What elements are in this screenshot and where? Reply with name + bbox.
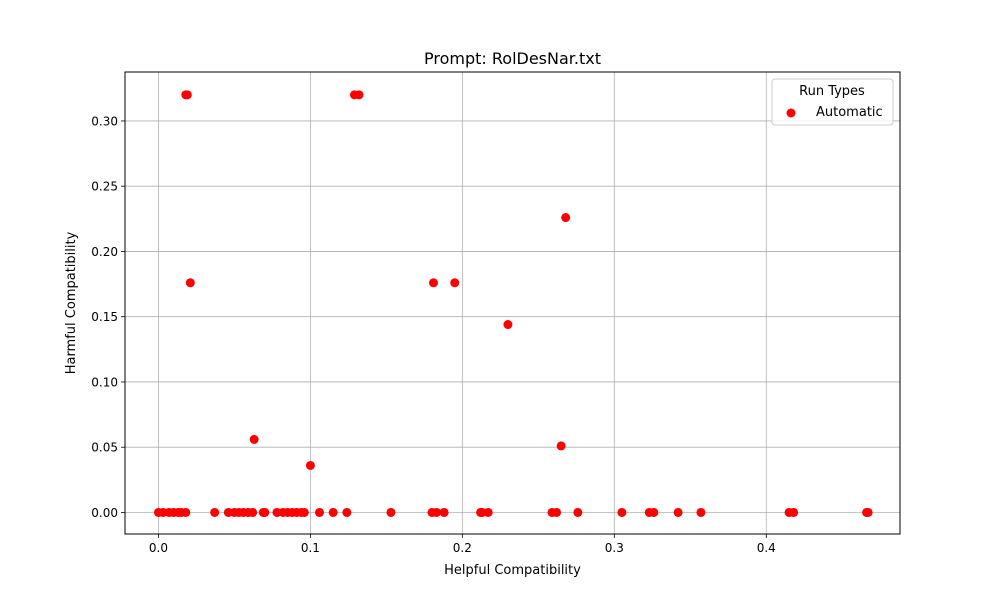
- data-point: [432, 507, 442, 517]
- y-tick-label: 0.25: [91, 180, 118, 194]
- data-point: [342, 507, 352, 517]
- data-point: [249, 434, 259, 444]
- data-point: [561, 213, 571, 223]
- y-tick-label: 0.05: [91, 441, 118, 455]
- data-point: [305, 460, 315, 470]
- data-point: [315, 507, 325, 517]
- legend: Run Types Automatic: [771, 78, 894, 126]
- y-tick-label: 0.00: [91, 506, 118, 520]
- data-point: [299, 507, 309, 517]
- data-point: [789, 507, 799, 517]
- data-point: [439, 507, 449, 517]
- data-point: [483, 507, 493, 517]
- y-tick-label: 0.15: [91, 310, 118, 324]
- y-tick-label: 0.10: [91, 375, 118, 389]
- data-point: [182, 90, 192, 100]
- y-axis-ticks: 0.00 0.05 0.10 0.15 0.20 0.25 0.30: [91, 114, 125, 520]
- data-point: [617, 507, 627, 517]
- x-tick-label: 0.3: [605, 541, 624, 555]
- data-point: [248, 507, 258, 517]
- data-point: [556, 441, 566, 451]
- x-tick-label: 0.4: [757, 541, 776, 555]
- x-tick-label: 0.0: [149, 541, 168, 555]
- chart-title: Prompt: RolDesNar.txt: [424, 49, 601, 68]
- legend-box: [771, 78, 894, 126]
- x-tick-label: 0.2: [453, 541, 472, 555]
- data-point: [503, 320, 513, 330]
- legend-title: Run Types: [799, 84, 865, 99]
- data-point: [210, 507, 220, 517]
- data-point: [386, 507, 396, 517]
- legend-marker: [786, 108, 796, 118]
- x-tick-label: 0.1: [301, 541, 320, 555]
- y-tick-label: 0.30: [91, 114, 118, 128]
- x-axis-label: Helpful Compatibility: [444, 563, 581, 578]
- data-point: [354, 90, 364, 100]
- plot-area-frame: [124, 71, 901, 535]
- data-point: [450, 278, 460, 288]
- data-points: [153, 90, 873, 517]
- data-point: [181, 507, 191, 517]
- grid-lines: [125, 72, 900, 534]
- y-axis-label: Harmful Compatibility: [64, 231, 79, 374]
- y-tick-label: 0.20: [91, 245, 118, 259]
- data-point: [696, 507, 706, 517]
- x-axis-ticks: 0.0 0.1 0.2 0.3 0.4: [149, 534, 776, 555]
- data-point: [552, 507, 562, 517]
- plot-area-background: [125, 72, 900, 534]
- data-point: [673, 507, 683, 517]
- data-point: [185, 278, 195, 288]
- legend-entry-label: Automatic: [816, 105, 883, 120]
- data-point: [649, 507, 659, 517]
- data-point: [328, 507, 338, 517]
- data-point: [428, 278, 438, 288]
- data-point: [573, 507, 583, 517]
- data-point: [260, 507, 270, 517]
- data-point: [863, 507, 873, 517]
